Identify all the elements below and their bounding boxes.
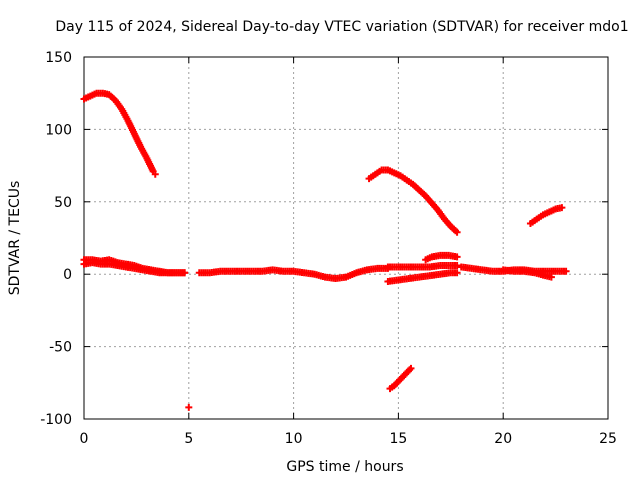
series-baseline-18-23b [499, 266, 555, 281]
data-point [558, 204, 566, 212]
series-baseline-5-14 [195, 264, 392, 283]
data-point [185, 403, 193, 411]
y-axis-ticks: -100 -50 0 50 100 150 [40, 50, 608, 428]
series-arc-early-high [80, 89, 159, 178]
plot-border [83, 56, 609, 420]
data-point [453, 253, 461, 261]
chart-title: Day 115 of 2024, Sidereal Day-to-day VTE… [55, 19, 628, 35]
series-arc-late [526, 204, 566, 228]
data-point [453, 228, 461, 236]
y-tick-label: -100 [40, 412, 72, 428]
series-single-point-5 [185, 403, 193, 411]
series-arc-mid-low [386, 364, 415, 393]
series-arc-mid-high [365, 166, 461, 236]
x-tick-label: 20 [494, 431, 512, 447]
series-band-upper-15-18 [384, 262, 461, 271]
data-points [80, 89, 570, 411]
y-axis-label: SDTVAR / TECUs [7, 181, 23, 296]
y-tick-label: 150 [45, 50, 72, 66]
y-tick-label: -50 [49, 340, 72, 356]
series-band-lower-15-18 [384, 269, 461, 285]
data-point [453, 269, 461, 277]
x-tick-label: 0 [80, 431, 89, 447]
y-tick-label: 0 [63, 267, 72, 283]
data-point [181, 269, 189, 277]
x-tick-label: 25 [599, 431, 617, 447]
data-point [453, 262, 461, 270]
x-tick-label: 15 [389, 431, 407, 447]
x-tick-label: 5 [184, 431, 193, 447]
grid-lines [84, 57, 608, 419]
x-axis-label: GPS time / hours [286, 459, 403, 475]
series-baseline-0-4b [80, 259, 189, 277]
plot-frame [83, 56, 609, 420]
y-tick-label: 100 [45, 122, 72, 138]
y-tick-label: 50 [54, 195, 72, 211]
x-axis-ticks: 0 5 10 15 20 25 [80, 57, 617, 447]
data-point [562, 267, 570, 275]
x-tick-label: 10 [285, 431, 303, 447]
data-point [547, 273, 555, 281]
data-point [407, 364, 415, 372]
series-band-top-16-18 [422, 251, 461, 264]
data-point [151, 170, 159, 178]
